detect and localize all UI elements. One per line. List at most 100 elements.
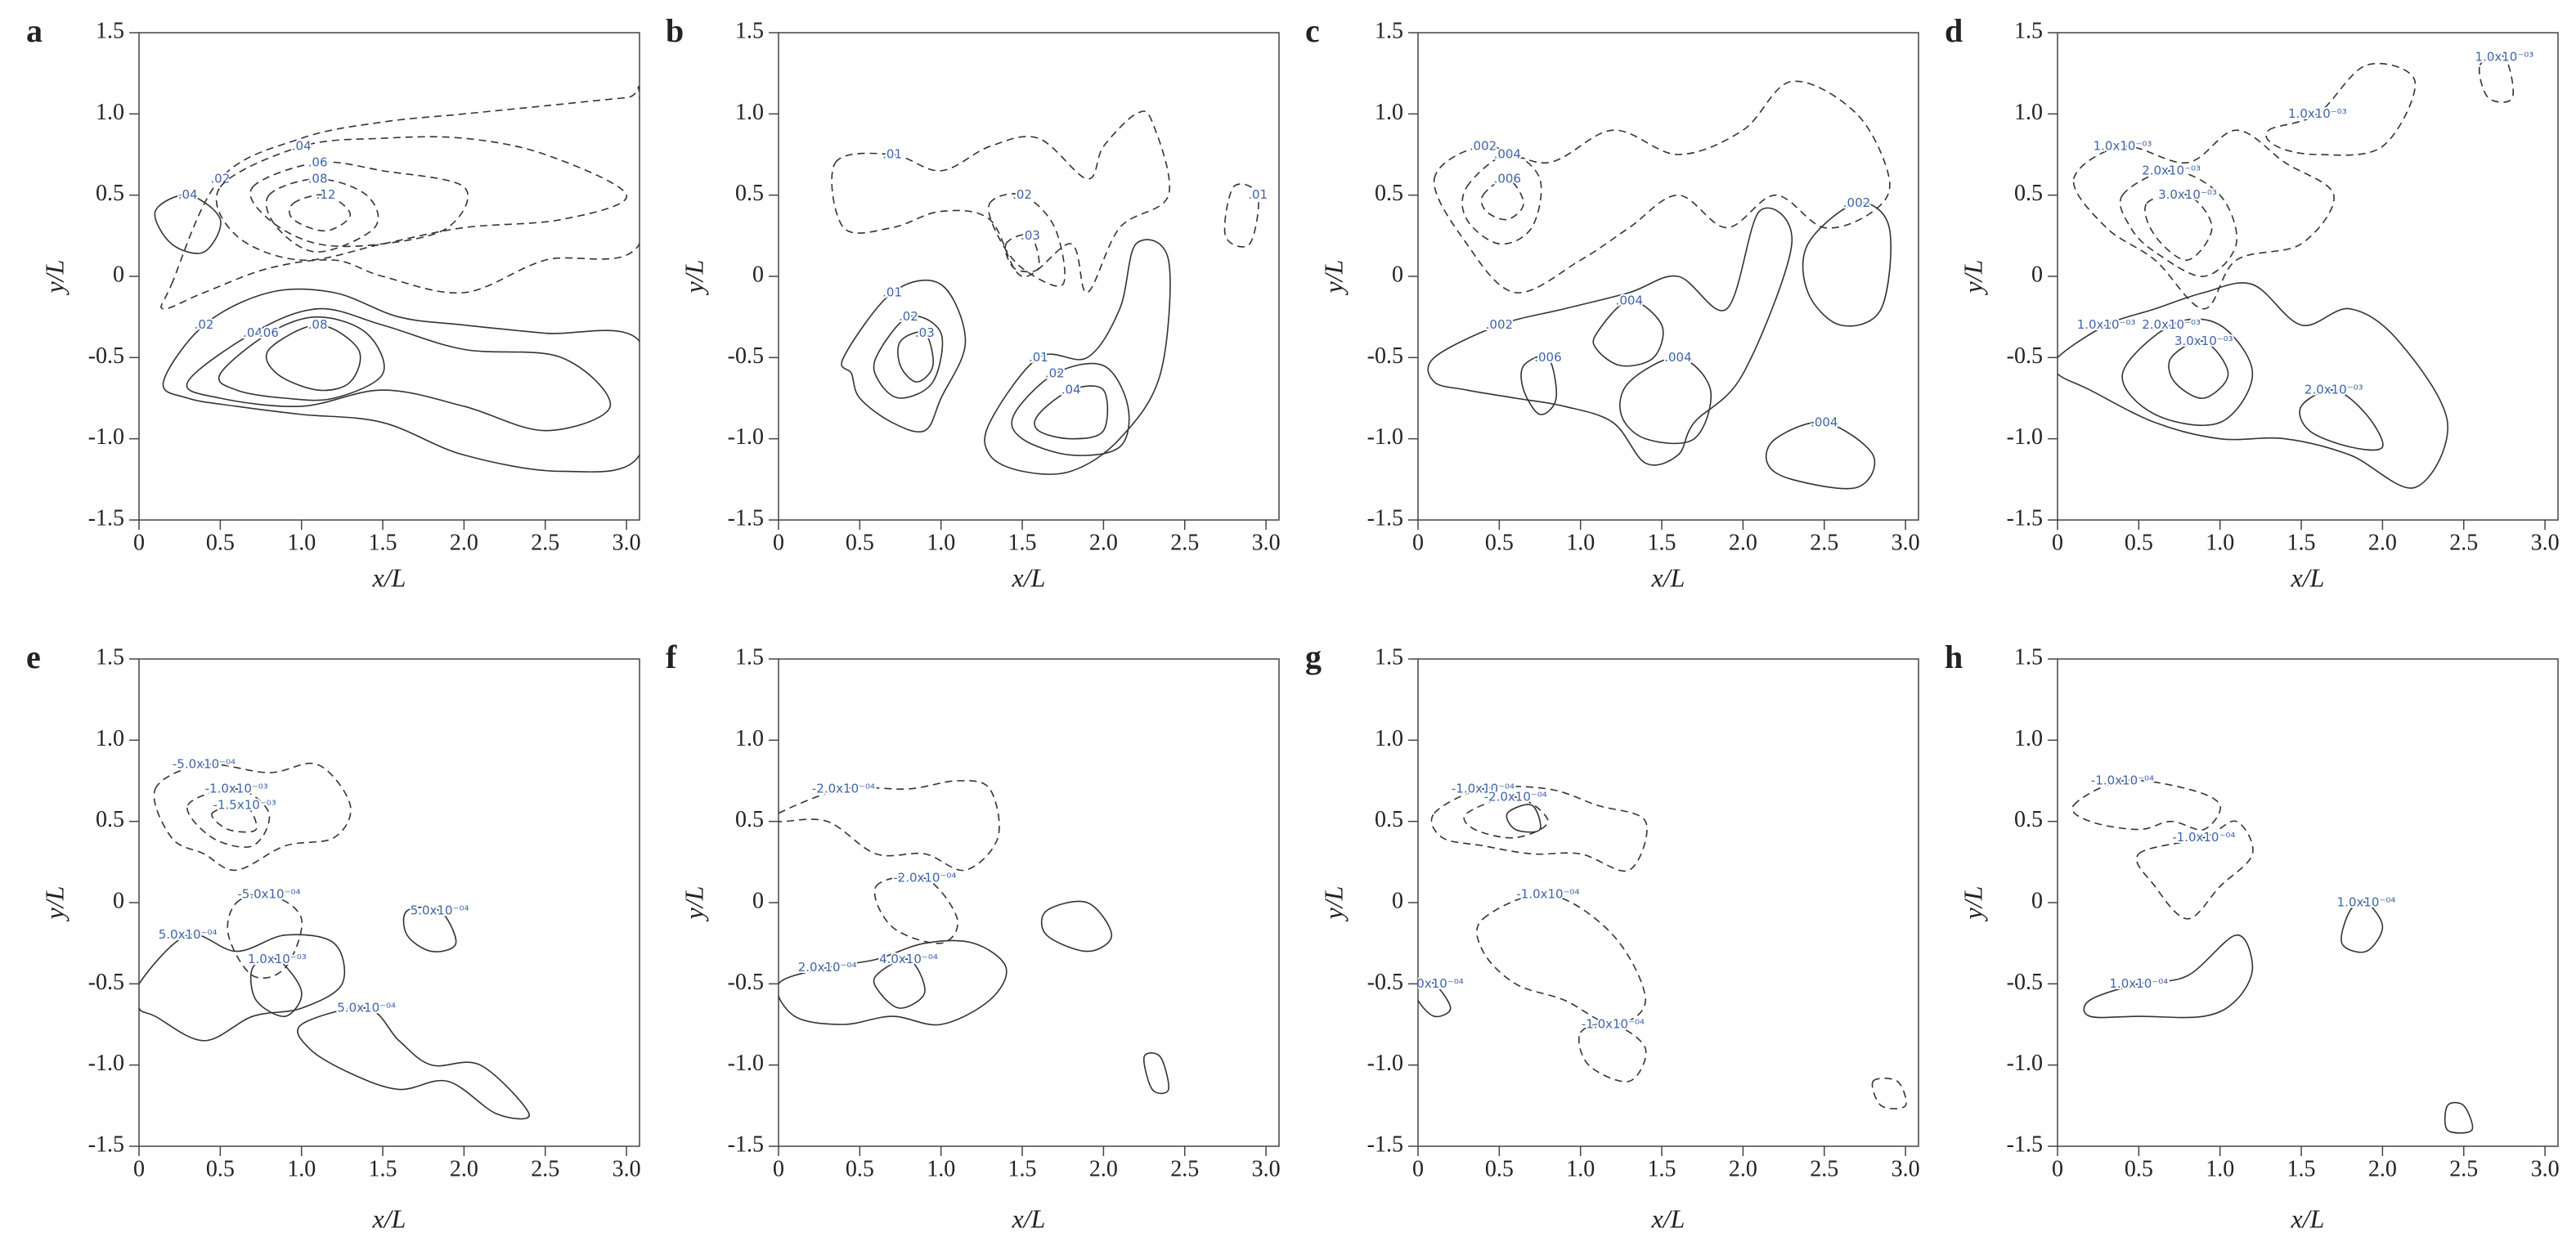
contour-line [1223,183,1259,248]
x-tick-label: 0 [2052,1156,2063,1181]
contour-label: 1.0x10⁻⁰⁴ [1405,976,1464,991]
panel: .02.04.06.08.04.02.04.06.08.12-1.5-1.0-0… [26,12,641,592]
x-tick-label: 1.0 [1566,530,1595,555]
contour-label: .002 [1486,317,1513,332]
contour-line [1143,1051,1169,1095]
y-tick-label: 1.5 [1375,644,1403,670]
y-tick-label: 1.5 [96,644,124,670]
x-tick-label: 1.0 [2206,1156,2234,1181]
panel: -2.0x10⁻⁰⁴ -2.0x10⁻⁰⁴ 2.0x10⁻⁰⁴ 4.0x10⁻⁰⁴ -1… [666,639,1281,1233]
y-tick-label: 0 [2031,888,2043,913]
y-tick-label: -0.5 [88,970,124,995]
x-tick-label: 0 [133,1156,145,1181]
x-tick-label: 0.5 [1485,530,1514,555]
x-tick-label: 3.0 [2531,1156,2560,1181]
y-tick-label: -1.0 [88,1051,124,1076]
x-tick-label: 0.5 [2125,1156,2153,1181]
contour-label: -1.0x10⁻⁰⁴ [1582,1017,1645,1032]
contour-line [2136,820,2254,920]
y-tick-label: 1.0 [96,100,124,125]
contour-line [1506,804,1542,833]
y-tick-label: -1.5 [2007,505,2043,531]
contour-line [1577,1023,1647,1082]
x-tick-label: 0 [773,530,784,555]
x-tick-label: 3.0 [613,530,641,555]
y-tick-label: -0.5 [728,343,764,369]
contour-line [1461,154,1542,245]
contour-label: .006 [1494,171,1521,186]
contour-line [186,788,271,848]
y-tick-label: 1.5 [735,644,764,670]
contour-line [211,804,258,833]
contour-layer: -1.0x10⁻⁰⁴-2.0x10⁻⁰⁴-1.0x10⁻⁰⁴-1.0x10⁻⁰⁴… [1405,779,1907,1109]
x-axis-label: x/L [1012,563,1046,592]
contour-line [139,933,346,1042]
contour-label: .08 [308,171,328,186]
y-tick-label: 1.5 [96,18,124,43]
x-tick-label: 0 [1412,1156,1424,1181]
x-tick-label: 0.5 [846,1156,874,1181]
contour-line [2168,340,2229,399]
contour-line [1619,356,1712,445]
panel-letter: g [1305,639,1322,675]
x-tick-label: 3.0 [1892,1156,1920,1181]
panel-letter: f [666,639,677,675]
plot-frame [778,658,1280,1147]
contour-line [841,279,967,433]
x-tick-label: 0 [133,530,145,555]
contour-line [1011,362,1130,456]
y-tick-label: 0 [752,888,764,913]
contour-line [1430,785,1648,872]
y-axis-label: y/L [39,886,69,922]
y-tick-label: -1.5 [728,1132,764,1157]
contour-line [289,194,352,232]
y-tick-label: -1.0 [728,1051,764,1076]
contour-label: 2.0x10⁻⁰³ [2142,163,2201,177]
x-axis-label: x/L [2291,1203,2325,1233]
y-tick-label: 1.0 [735,100,764,125]
contour-label: -2.0x10⁻⁰⁴ [812,781,875,796]
y-tick-label: 1.5 [735,18,764,43]
x-tick-label: 1.5 [1648,1156,1676,1181]
x-tick-label: 0 [2052,530,2063,555]
x-tick-label: 2.0 [2368,1156,2397,1181]
contour-layer: -1.0x10⁻⁰⁴ -1.0x10⁻⁰⁴ 1.0x10⁻⁰⁴ 1.0x10⁻⁰⁴ [2071,772,2474,1134]
contour-line [1427,207,1793,466]
contour-line [162,288,640,473]
contour-line [1418,980,1452,1018]
contour-label: 3.0x10⁻⁰³ [2174,334,2233,348]
contour-label: .04 [292,139,312,154]
contour-label: -1.0x10⁻⁰⁴ [1516,887,1579,902]
contour-line [873,315,944,399]
x-tick-label: 2.5 [1810,1156,1838,1181]
y-axis-label: y/L [679,886,708,922]
y-tick-label: 0 [113,888,124,913]
y-tick-label: -1.0 [1367,1051,1403,1076]
y-tick-label: 1.5 [2014,18,2043,43]
contour-line [831,110,1170,294]
contour-layer: .02.04.06.08.04.02.04.06.08.12 [154,86,640,473]
x-tick-label: 2.5 [2449,530,2478,555]
x-tick-label: 0.5 [206,530,235,555]
y-tick-label: 0.5 [1375,181,1403,206]
contour-label: .02 [195,317,214,332]
contour-label: 5.0x10⁻⁰⁴ [159,927,218,942]
x-tick-label: 2.5 [1170,1156,1199,1181]
panel-letter: h [1945,639,1963,675]
y-tick-label: -0.5 [728,970,764,995]
contour-label: -5.0x10⁻⁰⁴ [173,757,236,772]
contour-layer: .002.004.006.002.004.004.004.006.002 [1427,80,1892,490]
x-axis-label: x/L [2291,563,2325,592]
contour-label: 1.0x10⁻⁰³ [2094,139,2152,154]
y-tick-label: 0 [2031,262,2043,287]
contour-line [265,324,361,392]
contour-line [1480,177,1524,221]
y-axis-label: y/L [1958,260,1987,296]
contour-line [2058,282,2448,489]
contour-line [2073,129,2335,310]
y-tick-label: 1.0 [96,726,124,751]
contour-line [779,780,1000,872]
y-tick-label: -0.5 [88,343,124,369]
contour-line [1004,234,1040,273]
